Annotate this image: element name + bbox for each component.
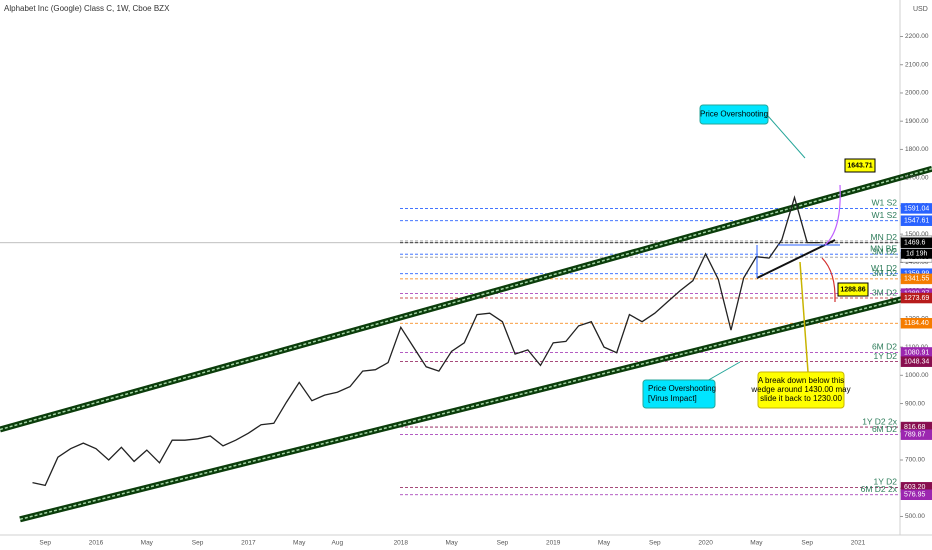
level-name: W1 S2 (871, 198, 897, 208)
price-tag-label: 1341.55 (904, 276, 929, 283)
price-line (32, 195, 820, 487)
annotation: 1288.86 (840, 286, 865, 293)
x-tick-label: Sep (39, 540, 51, 547)
level-name: 6M D2 (872, 342, 897, 352)
currency: USD (913, 6, 928, 13)
price-tag (900, 356, 932, 367)
annotation: wedge around 1430.00 may (750, 385, 850, 394)
x-tick-label: May (445, 540, 458, 547)
price-tag-label: 1547.61 (904, 218, 929, 225)
price-tag (900, 203, 932, 214)
level-name: 1Y D2 2x (862, 416, 898, 426)
y-tick-label: 2000.00 (905, 90, 929, 97)
channel-edge-inner (0, 167, 932, 431)
level-name: 1Y D2 (874, 477, 898, 487)
price-tag (900, 237, 932, 248)
level-name: 6M D2 (872, 424, 897, 434)
chart-title: Alphabet Inc (Google) Class C, 1W, Cboe … (4, 4, 170, 13)
callout-line (799, 261, 809, 373)
annotation: [Virus Impact] (648, 394, 697, 403)
arrow-down (821, 257, 836, 303)
price-tag-label: 1273.69 (904, 295, 929, 302)
callout-box (757, 371, 845, 409)
level-name: MN D2 (871, 232, 898, 242)
arrow-up (824, 184, 841, 246)
y-tick-label: 1000.00 (905, 372, 929, 379)
y-tick-label: 2200.00 (905, 33, 929, 40)
price-tag (900, 489, 932, 501)
level-name: W1 S2 (871, 210, 897, 220)
price-tag-label: 1469.6 (904, 240, 926, 247)
price-tag-label: 1048.34 (904, 359, 929, 366)
x-tick-label: May (293, 540, 306, 547)
x-tick-label: 2021 (851, 540, 866, 547)
y-tick-label: 2100.00 (905, 61, 929, 68)
x-tick-label: 2020 (698, 540, 713, 547)
price-tag-label: 1080.91 (904, 349, 929, 356)
level-name: 6M D2 2x (861, 484, 898, 494)
price-tag (900, 215, 932, 226)
callout-line (704, 361, 741, 383)
level-name: 3M D2 (872, 268, 897, 278)
x-tick-label: May (141, 540, 154, 547)
countdown: 1d 19h (906, 251, 928, 258)
annotation: 1643.71 (847, 162, 872, 169)
x-tick-label: Sep (192, 540, 204, 547)
y-tick-label: 1800.00 (905, 146, 929, 153)
channel-edge-inner (19, 290, 932, 521)
countdown-tag (901, 248, 932, 259)
y-tick-label: 700.00 (905, 457, 925, 464)
level-name: MN BE (870, 243, 897, 253)
price-tag-label: 1591.04 (904, 205, 929, 212)
annotation: slide it back to 1230.00 (760, 394, 842, 403)
x-tick-label: Sep (649, 540, 661, 547)
y-tick-label: 500.00 (905, 513, 925, 520)
x-tick-label: 2016 (89, 540, 104, 547)
y-tick-label: 1400.00 (905, 259, 929, 266)
target-box (844, 158, 876, 173)
level-name: 3M D2 (872, 287, 897, 297)
level-name: W1 D2 (871, 263, 897, 273)
price-tag-label: 576.95 (904, 492, 926, 499)
price-tag (900, 292, 932, 304)
price-tag (900, 317, 932, 329)
callout-box (642, 379, 716, 409)
price-tag-label: 1184.40 (904, 320, 929, 327)
annotation: A break down below this (758, 376, 844, 385)
price-tag-label: 603.20 (904, 484, 926, 491)
level-name: 1Y D2 (874, 351, 898, 361)
callout-box (699, 104, 769, 125)
price-tag-label: 816.68 (904, 424, 926, 431)
price-tag-label: 789.87 (904, 431, 926, 438)
x-tick-label: 2019 (546, 540, 561, 547)
level-name: 3M D2 (872, 246, 897, 256)
y-tick-label: 1500.00 (905, 231, 929, 238)
x-tick-label: 2017 (241, 540, 256, 547)
callout-line (767, 115, 806, 159)
y-tick-label: 1900.00 (905, 118, 929, 125)
x-tick-label: 2018 (394, 540, 409, 547)
y-tick-label: 1700.00 (905, 174, 929, 181)
wedge-line (756, 239, 836, 279)
y-tick-label: 900.00 (905, 400, 925, 407)
x-tick-label: May (598, 540, 611, 547)
target-box (837, 282, 869, 297)
price-tag (900, 273, 932, 285)
x-tick-label: Aug (332, 540, 344, 547)
x-tick-label: Sep (497, 540, 509, 547)
annotation: Price Overshooting (648, 384, 716, 393)
price-tag (900, 429, 932, 440)
x-tick-label: Sep (801, 540, 813, 547)
x-tick-label: May (750, 540, 763, 547)
annotation: Price Overshooting (700, 110, 768, 119)
